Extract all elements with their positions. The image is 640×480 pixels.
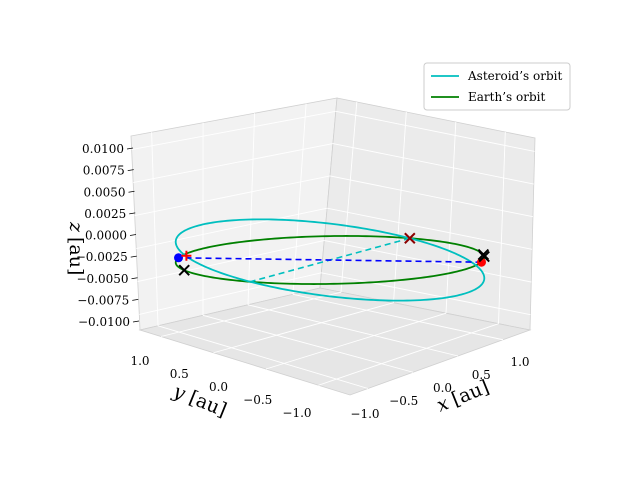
- grid-line-left-v: [247, 113, 256, 305]
- grid-line-left-h: [133, 143, 334, 184]
- z-tick-label: 0.0050: [84, 185, 126, 199]
- grid-line-floor-a: [265, 312, 447, 370]
- x-tick-label: −0.5: [389, 394, 418, 408]
- z-tick-label: −0.0050: [76, 272, 128, 286]
- grid-line-left-h: [131, 110, 336, 151]
- z-tick-label: −0.0025: [76, 250, 128, 264]
- marker-cross-5: [478, 250, 490, 263]
- z-axis-var: z: [65, 221, 87, 233]
- grid-line-floor-b: [292, 293, 504, 341]
- grid-line-left-v: [292, 103, 307, 295]
- tick-labels: −0.0100 −0.0075 −0.0050 −0.0025 0.0000 0.0025…: [76, 142, 530, 421]
- legend-label-asteroid: Asteroid’s orbit: [467, 69, 562, 83]
- marker-plus-2: [181, 250, 192, 261]
- grid-line-right-v: [340, 101, 358, 293]
- z-tick-label: −0.0100: [78, 315, 130, 329]
- grid-line-floor-b: [202, 314, 414, 373]
- z-tick-label: 0.0000: [85, 229, 127, 243]
- z-tick-mark: [129, 212, 136, 215]
- z-tick-label: 0.0025: [84, 207, 126, 221]
- grid-line-right-h: [332, 143, 534, 185]
- z-tick-label: −0.0075: [77, 293, 129, 307]
- grid-line-left-h: [139, 272, 322, 315]
- grid-line-right-v: [445, 121, 457, 314]
- y-tick-label: 1.0: [130, 354, 149, 368]
- earth-orbit-line: [174, 235, 486, 285]
- y-axis-var: y: [169, 380, 188, 405]
- grid-line-floor-b: [157, 325, 369, 389]
- grid-line-left-h: [136, 207, 328, 249]
- z-tick-mark: [130, 255, 137, 258]
- z-tick-mark: [132, 320, 140, 323]
- z-tick-mark: [132, 298, 139, 301]
- x-tick-label: −1.0: [350, 407, 379, 421]
- grid-line-right-h: [329, 175, 534, 218]
- plot-series: [174, 218, 490, 302]
- legend-label-earth: Earth’s orbit: [468, 90, 545, 104]
- grid-line-right-v: [498, 131, 506, 324]
- z-tick-mark: [126, 147, 134, 150]
- z-tick-label: 0.0100: [82, 142, 124, 156]
- marker-cross-3: [178, 264, 190, 276]
- z-tick-mark: [131, 277, 138, 280]
- legend-box: [423, 62, 571, 111]
- z-tick-mark: [127, 169, 134, 172]
- x-axis-var: x: [434, 392, 452, 417]
- x-tick-label: 0.0: [433, 381, 452, 395]
- y-tick-label: −0.5: [243, 393, 272, 407]
- z-axis-title: z [au]: [65, 221, 87, 275]
- x-tick-label: 1.0: [510, 355, 529, 369]
- marker-dot-1: [174, 253, 184, 263]
- x-tick-label: 0.5: [472, 368, 491, 382]
- grid-line-right-h: [335, 110, 535, 152]
- legend: Asteroid’s orbit Earth’s orbit: [423, 62, 571, 111]
- grid-line-left-h: [134, 175, 331, 216]
- pane-floor: [138, 287, 532, 396]
- y-tick-label: 0.5: [170, 367, 189, 381]
- grid-line-floor-a: [318, 323, 499, 386]
- grid-line-left-v: [151, 132, 159, 326]
- grid-lines: [131, 101, 535, 389]
- grid-line-floor-a: [213, 302, 394, 354]
- z-axis-unit: [au]: [65, 237, 87, 275]
- x-axis-unit: [au]: [448, 376, 492, 411]
- grid-line-floor-b: [247, 304, 459, 357]
- y-tick-label: 0.0: [209, 380, 228, 394]
- asteroid-orbit-line: [174, 218, 486, 302]
- z-tick-mark: [128, 190, 135, 193]
- grid-line-right-v: [393, 111, 407, 303]
- y-tick-label: −1.0: [282, 406, 311, 420]
- grid-line-left-h: [137, 240, 325, 282]
- marker-cross-6: [404, 232, 416, 244]
- grid-line-floor-a: [160, 291, 342, 337]
- z-tick-mark: [129, 234, 137, 236]
- z-tick-label: 0.0075: [83, 164, 125, 178]
- grid-line-right-h: [327, 207, 533, 250]
- grid-line-right-h: [321, 272, 531, 316]
- node-line-1: [178, 256, 482, 264]
